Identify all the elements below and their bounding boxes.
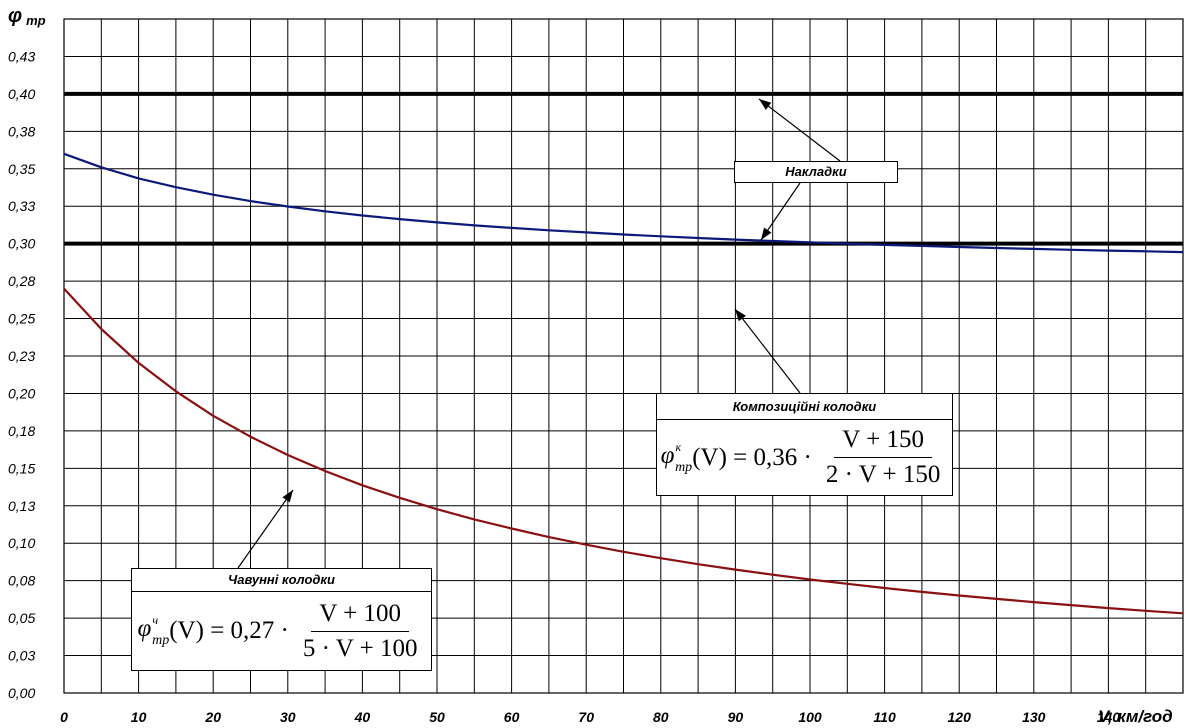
y-tick-label: 0,40: [8, 86, 35, 102]
series-line-cast_iron: [63, 287, 1184, 615]
y-axis-title-sub: тр: [26, 13, 46, 28]
x-tick-label: 30: [280, 709, 296, 725]
pads-label-box: Накладки: [734, 161, 898, 183]
y-axis-title-main: φ: [8, 5, 22, 27]
y-tick-label: 0,23: [8, 348, 35, 364]
x-tick-label: 0: [60, 709, 68, 725]
y-tick-label: 0,03: [8, 648, 35, 664]
x-tick-label: 90: [728, 709, 744, 725]
x-tick-label: 10: [131, 709, 147, 725]
composite-arrow: [734, 308, 801, 394]
y-tick-label: 0,38: [8, 123, 35, 139]
y-tick-label: 0,00: [8, 685, 35, 701]
cast-iron-formula-fraction: V + 100 5 · V + 100: [295, 599, 426, 664]
x-axis-title: V, км/год: [1098, 707, 1173, 726]
pads-arrow-top: [758, 98, 841, 162]
composite-label: Композиційні колодки: [732, 399, 877, 414]
x-tick-label: 140: [1097, 709, 1121, 725]
y-tick-label: 0,43: [8, 48, 35, 64]
cast-iron-formula-box: φчтр (V) = 0,27 · V + 100 5 · V + 100: [131, 591, 432, 671]
y-tick-label: 0,15: [8, 460, 35, 476]
composite-formula-denominator: 2 · V + 150: [825, 461, 941, 488]
composite-formula-fraction: V + 150 2 · V + 150: [818, 425, 949, 490]
cast-iron-formula-denominator: 5 · V + 100: [302, 634, 418, 662]
pads-arrow-bottom-head: [761, 227, 772, 240]
cast-iron-formula-lhs: (V) = 0,27 ·: [169, 617, 289, 644]
composite-formula-numerator: V + 150: [834, 425, 932, 458]
composite-formula-lhs: (V) = 0,36 ·: [692, 443, 812, 471]
x-tick-label: 40: [354, 709, 371, 725]
y-tick-labels: 0,00 0,03 0,05 0,08 0,10 0,13 0,15 0,18 0,20 0,23…: [8, 48, 35, 701]
plot-border: [63, 18, 1184, 694]
y-axis-title: φ тр: [8, 5, 46, 28]
y-tick-label: 0,28: [8, 273, 35, 289]
pads-arrow-top-head: [759, 99, 772, 110]
x-tick-label: 80: [653, 709, 669, 725]
composite-formula-box: φктр (V) = 0,36 · V + 150 2 · V + 150: [656, 419, 953, 496]
series-lines: [63, 152, 1184, 615]
series-line-composite: [63, 152, 1184, 254]
y-tick-label: 0,05: [8, 610, 35, 626]
y-tick-label: 0,10: [8, 535, 35, 551]
x-tick-label: 100: [798, 709, 822, 725]
x-tick-label: 50: [429, 709, 445, 725]
y-tick-label: 0,18: [8, 423, 35, 439]
cast-iron-arrow: [237, 489, 294, 569]
x-tick-labels: 0 10 20 30 40 50 60 70 80 90 100 110 120 130 140: [60, 709, 1120, 725]
y-tick-label: 0,13: [8, 498, 35, 514]
y-tick-label: 0,33: [8, 198, 35, 214]
x-tick-label: 20: [204, 709, 221, 725]
reference-lines: [64, 91, 1183, 246]
cast-iron-label-box: Чавунні колодки: [131, 568, 432, 592]
annotation-arrows: [237, 98, 841, 569]
y-tick-label: 0,25: [8, 311, 35, 327]
y-tick-label: 0,30: [8, 236, 35, 252]
x-tick-label: 60: [504, 709, 520, 725]
x-tick-label: 130: [1022, 709, 1046, 725]
composite-label-box: Композиційні колодки: [656, 393, 953, 420]
cast-iron-formula-phi: φчтр: [137, 613, 170, 648]
cast-iron-formula-numerator: V + 100: [311, 599, 410, 632]
y-tick-label: 0,08: [8, 573, 35, 589]
composite-formula-phi: φктр: [660, 439, 693, 475]
x-tick-label: 110: [873, 709, 896, 725]
pads-label: Накладки: [785, 164, 847, 179]
composite-arrow-head: [735, 309, 746, 322]
cast-iron-arrow-head: [282, 490, 293, 503]
x-tick-label: 70: [578, 709, 594, 725]
y-tick-label: 0,35: [8, 161, 35, 177]
y-tick-label: 0,20: [8, 385, 35, 401]
cast-iron-label: Чавунні колодки: [228, 572, 335, 587]
x-tick-label: 120: [948, 709, 972, 725]
